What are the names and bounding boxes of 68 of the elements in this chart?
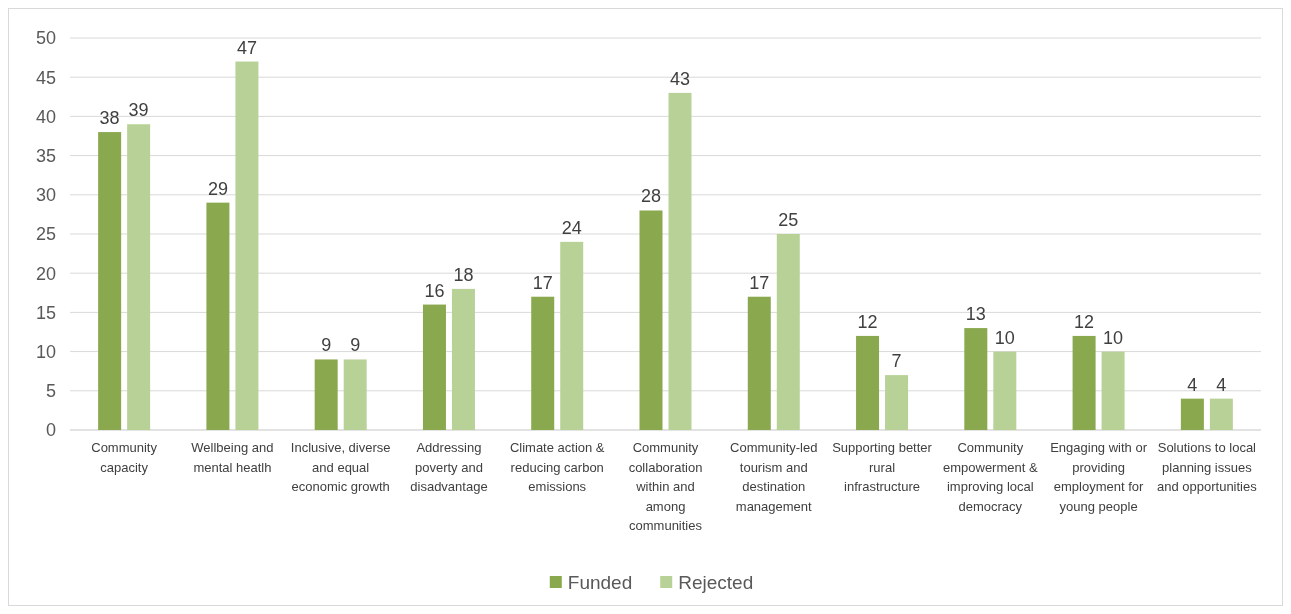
bar — [639, 210, 663, 430]
y-tick-label: 10 — [35, 341, 56, 362]
bar — [747, 296, 771, 430]
y-tick-label: 5 — [45, 381, 56, 402]
data-label: 29 — [207, 178, 228, 199]
data-label: 43 — [669, 68, 691, 89]
bar — [1101, 351, 1125, 430]
data-label: 4 — [1216, 374, 1227, 395]
data-label: 10 — [994, 327, 1015, 348]
x-tick-label: Inclusive, diverse and equal economic growth — [290, 440, 391, 494]
bar — [343, 359, 367, 430]
bar — [98, 132, 122, 430]
data-label: 9 — [321, 335, 332, 356]
bar — [1180, 398, 1204, 430]
bar — [560, 241, 584, 430]
x-tick-label: Solutions to local planning issues and opportunities — [1156, 440, 1258, 494]
data-label: 39 — [128, 100, 149, 121]
data-label: 9 — [350, 335, 361, 356]
legend-label: Rejected — [678, 571, 754, 593]
data-label: 12 — [1074, 311, 1095, 332]
y-tick-label: 20 — [35, 263, 56, 284]
bar — [531, 296, 555, 430]
x-tick-label: Community-led tourism and destination management — [730, 440, 818, 514]
data-label: 25 — [778, 210, 799, 230]
bar — [235, 61, 259, 430]
bar — [993, 351, 1017, 430]
y-tick-label: 45 — [35, 67, 56, 88]
y-tick-label: 40 — [35, 106, 56, 127]
data-label: 17 — [532, 272, 553, 293]
y-tick-label: 0 — [45, 420, 56, 441]
bar — [314, 359, 338, 430]
bar — [964, 328, 988, 430]
x-tick-label: Addressing poverty and disadvantage — [410, 440, 488, 494]
x-tick-label: Supporting better rural infrastructure — [832, 440, 933, 494]
data-label: 18 — [453, 264, 474, 285]
bar — [451, 288, 475, 430]
y-tick-label: 50 — [35, 28, 56, 49]
data-label: 38 — [99, 108, 120, 129]
x-tick-label: Climate action & reducing carbon emissions — [509, 440, 605, 494]
data-label: 12 — [857, 311, 878, 332]
bar — [776, 234, 800, 430]
bar — [206, 202, 230, 430]
data-label: 16 — [424, 280, 445, 301]
data-label: 24 — [561, 217, 582, 238]
data-label: 47 — [236, 37, 257, 58]
bar — [668, 92, 692, 430]
x-tick-label: Wellbeing and mental heatlh — [191, 440, 274, 475]
x-tick-label: Community empowerment & improving local democracy — [942, 440, 1038, 514]
legend-label: Funded — [567, 571, 633, 593]
data-label: 17 — [749, 272, 770, 293]
bar — [885, 375, 909, 430]
bar — [1209, 398, 1233, 430]
x-tick-label: Community collaboration within and among communities — [628, 440, 703, 533]
data-label: 13 — [965, 304, 986, 325]
bar — [1072, 335, 1096, 430]
data-label: 4 — [1187, 374, 1198, 395]
y-tick-label: 35 — [35, 145, 56, 166]
x-tick-label: Engaging with or providing employment for young people — [1050, 440, 1148, 514]
x-tick-label: Community capacity — [91, 440, 158, 475]
data-label: 28 — [640, 186, 662, 207]
data-label: 7 — [891, 351, 902, 372]
y-tick-label: 30 — [35, 185, 56, 206]
data-label: 10 — [1103, 327, 1124, 348]
bar — [856, 335, 880, 430]
y-tick-label: 15 — [35, 302, 56, 323]
bar — [422, 304, 446, 430]
bar — [127, 124, 151, 430]
y-tick-label: 25 — [35, 224, 56, 245]
